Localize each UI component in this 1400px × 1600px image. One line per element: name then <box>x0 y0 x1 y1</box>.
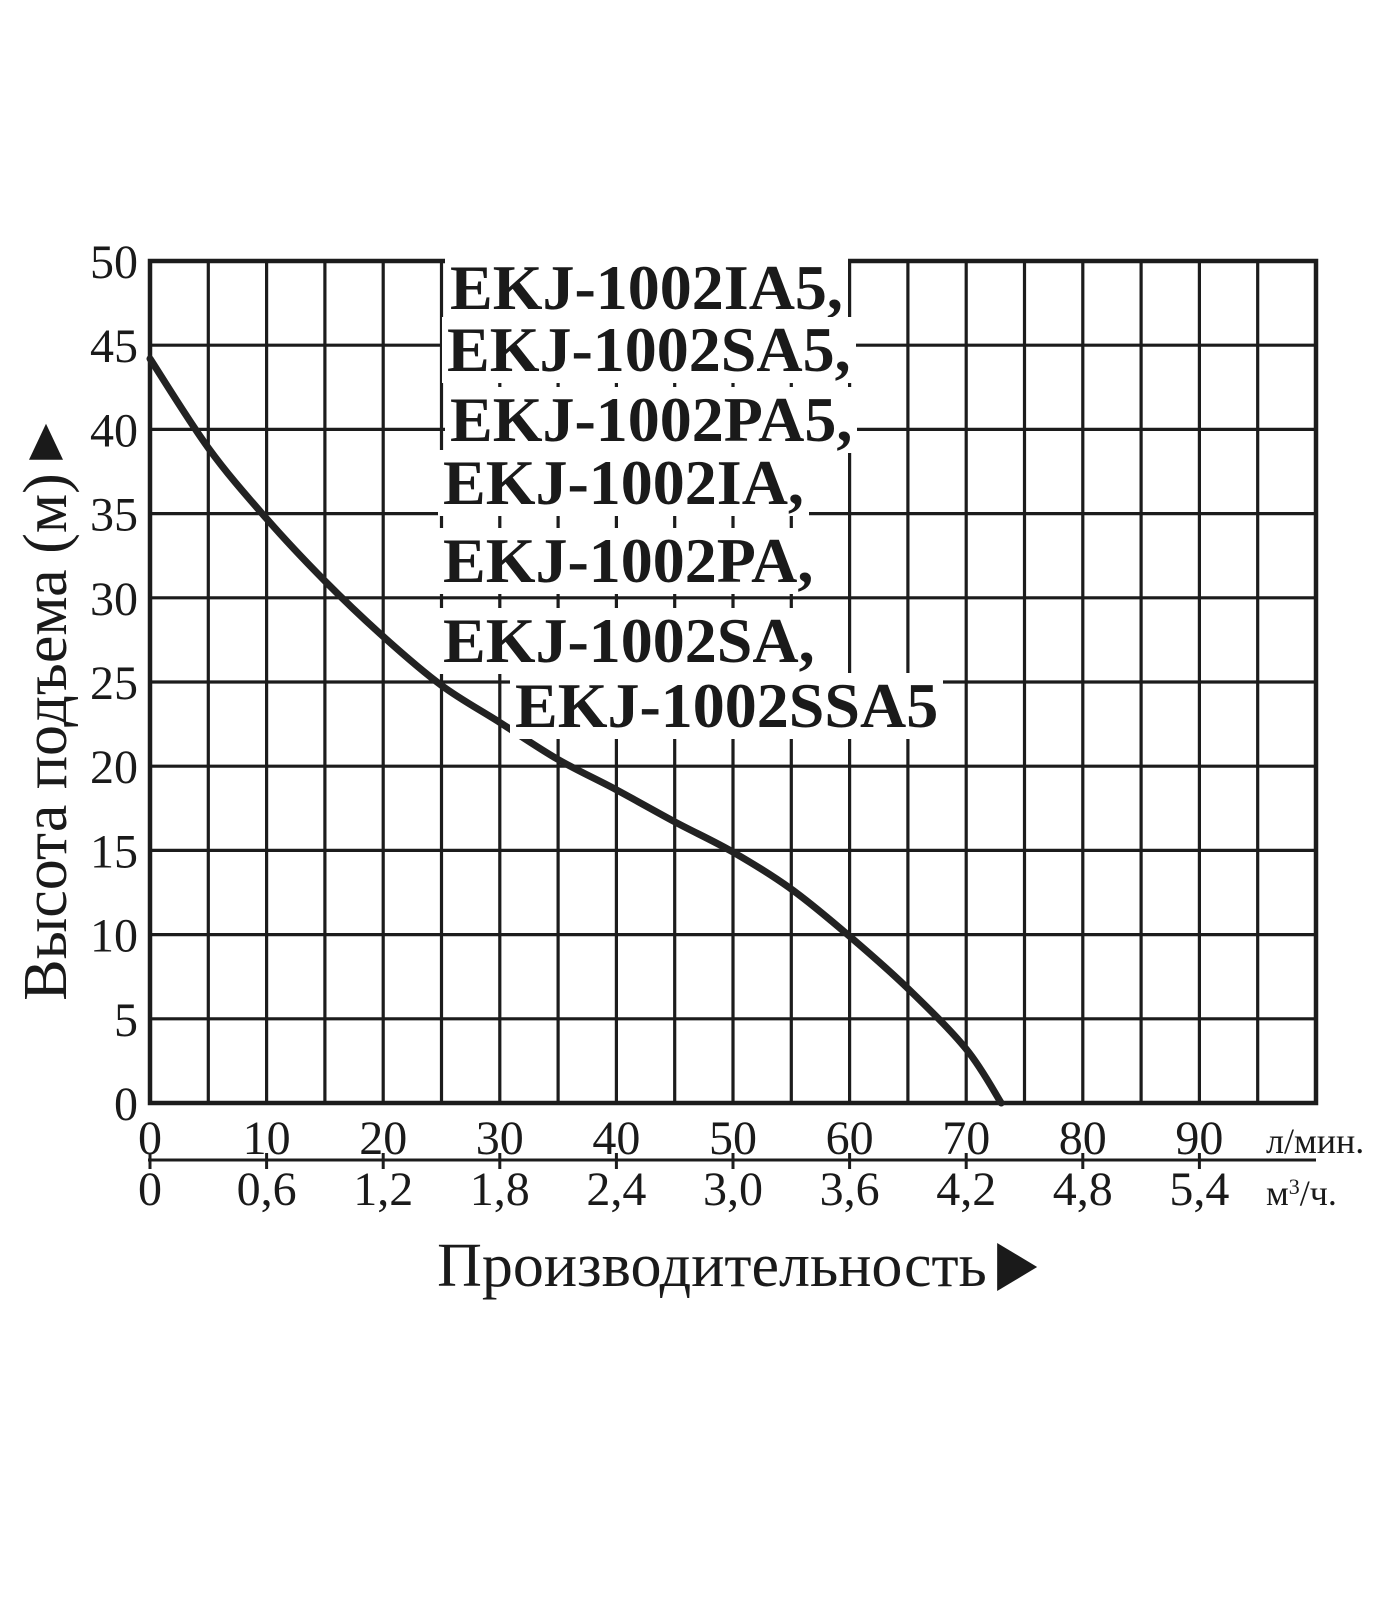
y-tick-label: 30 <box>90 573 138 626</box>
y-axis-title-text: Высота подъема (м) <box>12 473 80 1001</box>
pump-model-label: EKJ-1002PA, <box>438 528 819 594</box>
y-tick-label: 25 <box>90 657 138 710</box>
pump-model-label: EKJ-1002SSA5 <box>510 673 944 739</box>
unit-label-m3h: м3/ч. <box>1266 1174 1337 1211</box>
x-tick-label-m3h: 3,0 <box>703 1163 763 1216</box>
x-axis-title: Производительность <box>437 1235 1037 1297</box>
performance-curve <box>146 355 1005 1107</box>
x-tick-label-m3h: 0,6 <box>237 1163 297 1216</box>
y-tick-label: 40 <box>90 404 138 457</box>
unit-m3h-tail: /ч. <box>1299 1173 1337 1213</box>
x-tick-label-m3h: 1,2 <box>353 1163 413 1216</box>
pump-model-label: EKJ-1002PA5, <box>445 387 858 453</box>
x-tick-label-m3h: 2,4 <box>586 1163 646 1216</box>
y-tick-label: 50 <box>90 236 138 289</box>
x-axis-title-text: Производительность <box>437 1232 987 1300</box>
pump-model-label: EKJ-1002IA, <box>438 450 809 516</box>
unit-m3h-base: м <box>1266 1173 1289 1213</box>
pump-model-label: EKJ-1002SA5, <box>442 317 856 383</box>
x-tick-label-m3h: 5,4 <box>1169 1163 1229 1216</box>
x-tick-label-m3h: 0 <box>138 1163 162 1216</box>
up-arrow-icon <box>29 423 63 460</box>
x-tick-label-m3h: 3,6 <box>820 1163 880 1216</box>
right-arrow-icon <box>996 1243 1037 1291</box>
y-tick-label: 15 <box>90 825 138 878</box>
y-tick-label: 20 <box>90 741 138 794</box>
x-tick-label-m3h: 4,2 <box>936 1163 996 1216</box>
x-tick-label-m3h: 1,8 <box>470 1163 530 1216</box>
y-tick-label: 45 <box>90 320 138 373</box>
y-tick-label: 5 <box>114 994 138 1047</box>
y-tick-label: 10 <box>90 910 138 963</box>
y-tick-label: 0 <box>114 1078 138 1131</box>
unit-m3h-sup: 3 <box>1288 1174 1300 1199</box>
unit-label-lpm: л/мин. <box>1266 1121 1365 1161</box>
pump-model-label: EKJ-1002IA5, <box>445 255 848 321</box>
x-tick-label-m3h: 4,8 <box>1053 1163 1113 1216</box>
y-axis-title: Высота подъема (м) <box>12 423 80 1001</box>
y-tick-label: 35 <box>90 489 138 542</box>
pump-model-label: EKJ-1002SA, <box>438 608 820 674</box>
